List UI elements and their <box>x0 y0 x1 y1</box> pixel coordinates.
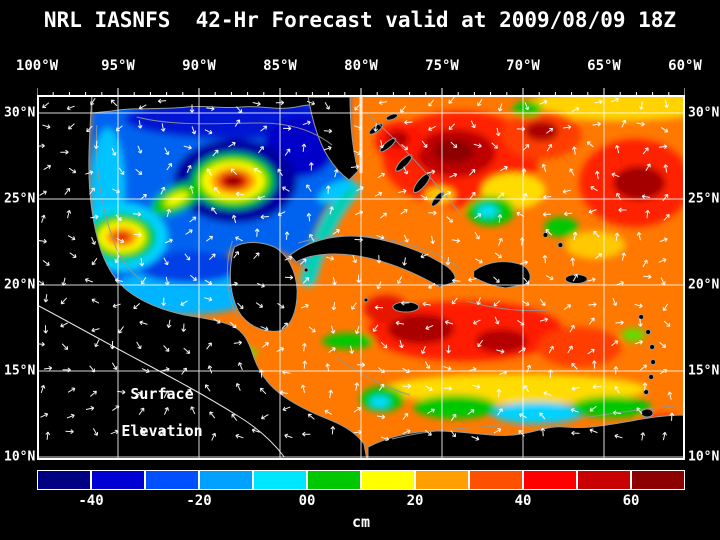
colorbar-segment <box>523 470 577 490</box>
land-florida <box>307 96 359 181</box>
colorbar-segment <box>199 470 253 490</box>
lat-label: 10°N <box>4 449 36 465</box>
annotation-line-2: Elevation <box>121 422 203 440</box>
lon-label: 90°W <box>182 58 216 74</box>
map-frame <box>37 95 685 460</box>
lon-label: 85°W <box>263 58 297 74</box>
colorbar-segment <box>91 470 145 490</box>
lon-label: 80°W <box>344 58 378 74</box>
colorbar-tick-label: 60 <box>622 493 640 509</box>
land-mask <box>37 95 685 460</box>
lat-label: 15°N <box>4 363 36 379</box>
lon-label: 95°W <box>101 58 135 74</box>
surface-elevation-field <box>37 95 685 460</box>
lat-label: 10°N <box>688 449 720 465</box>
lon-label: 75°W <box>425 58 459 74</box>
colorbar-segment <box>577 470 631 490</box>
colorbar-tick-label: -20 <box>186 493 212 509</box>
lat-label: 30°N <box>4 105 36 121</box>
land-jamaica <box>392 301 420 313</box>
map-annotation: Surface Elevation <box>95 385 229 459</box>
lon-label: 65°W <box>587 58 621 74</box>
lat-label: 20°N <box>4 277 36 293</box>
elevation-blobs <box>75 95 685 433</box>
lat-label: 25°N <box>688 191 720 207</box>
lat-label: 25°N <box>4 191 36 207</box>
annotation-line-1: Surface <box>130 385 194 403</box>
top-tick-marks <box>37 88 685 95</box>
colorbar-labels: -40 -20 00 20 40 60 <box>0 493 720 510</box>
colorbar-tick-label: -40 <box>78 493 104 509</box>
lat-label: 15°N <box>688 363 720 379</box>
longitude-axis-top: 100°W 95°W 90°W 85°W 80°W 75°W 70°W 65°W 60°W <box>0 58 720 76</box>
colorbar-segment <box>469 470 523 490</box>
page-title: NRL IASNFS 42-Hr Forecast valid at 2009/… <box>43 8 677 32</box>
colorbar-tick-label: 20 <box>406 493 424 509</box>
colorbar-unit: cm <box>351 513 371 531</box>
graticule <box>37 95 685 460</box>
current-vector-arrows <box>37 96 675 442</box>
land-hispaniola <box>473 261 531 289</box>
land-bahamas <box>368 113 564 248</box>
colorbar <box>37 470 685 490</box>
land-mexico-central-america <box>37 95 368 460</box>
map-canvas: Surface Elevation <box>37 95 685 460</box>
lon-label: 100°W <box>15 58 59 74</box>
colorbar-segment <box>145 470 199 490</box>
bathymetry-contours <box>95 112 685 440</box>
colorbar-segment <box>253 470 307 490</box>
land-lesser-antilles <box>303 267 657 418</box>
colorbar-segment <box>37 470 91 490</box>
colorbar-segment <box>415 470 469 490</box>
lat-label: 30°N <box>688 105 720 121</box>
lon-label: 60°W <box>668 58 702 74</box>
colorbar-segment <box>631 470 685 490</box>
colorbar-segment <box>307 470 361 490</box>
colorbar-tick-label: 40 <box>514 493 532 509</box>
lat-label: 20°N <box>688 277 720 293</box>
colorbar-segment <box>361 470 415 490</box>
colorbar-tick-label: 00 <box>298 493 316 509</box>
pacific-coastline <box>37 304 285 458</box>
lon-label: 70°W <box>506 58 540 74</box>
